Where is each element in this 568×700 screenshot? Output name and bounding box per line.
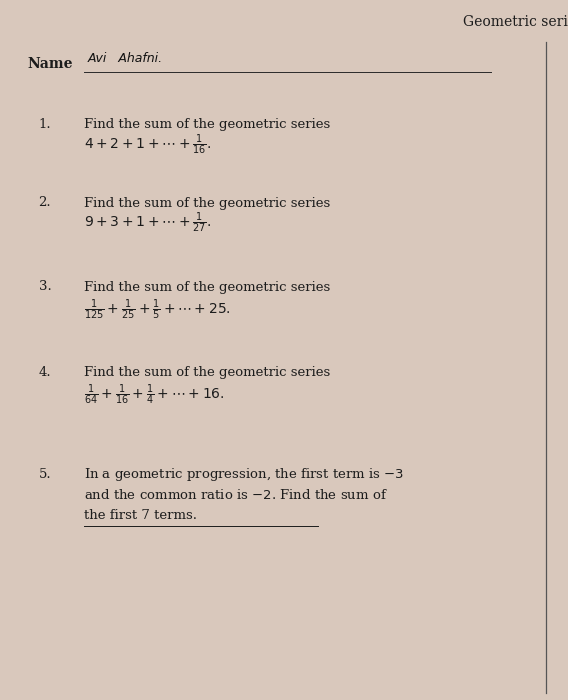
Text: 4.: 4. (39, 366, 51, 379)
Text: 5.: 5. (39, 468, 51, 481)
Text: Avi   Ahafni.: Avi Ahafni. (88, 52, 163, 65)
Text: Name: Name (27, 57, 73, 71)
Text: Find the sum of the geometric series: Find the sum of the geometric series (84, 118, 331, 131)
Text: the first 7 terms.: the first 7 terms. (84, 509, 197, 522)
Text: Find the sum of the geometric series: Find the sum of the geometric series (84, 197, 331, 209)
Text: Geometric seri: Geometric seri (463, 15, 568, 29)
Text: $\frac{1}{64} + \frac{1}{16} + \frac{1}{4} + \cdots + 16.$: $\frac{1}{64} + \frac{1}{16} + \frac{1}{… (84, 383, 225, 407)
Text: 2.: 2. (39, 197, 51, 209)
Text: $4 + 2 + 1 + \cdots + \frac{1}{16}.$: $4 + 2 + 1 + \cdots + \frac{1}{16}.$ (84, 133, 211, 157)
Text: Find the sum of the geometric series: Find the sum of the geometric series (84, 366, 331, 379)
Text: Find the sum of the geometric series: Find the sum of the geometric series (84, 281, 331, 293)
Text: 1.: 1. (39, 118, 51, 131)
Text: 3.: 3. (39, 281, 51, 293)
Text: In a geometric progression, the first term is $-3$: In a geometric progression, the first te… (84, 466, 404, 483)
Text: $\frac{1}{125} + \frac{1}{25} + \frac{1}{5} + \cdots + 25.$: $\frac{1}{125} + \frac{1}{25} + \frac{1}… (84, 298, 231, 321)
Text: and the common ratio is $-2$. Find the sum of: and the common ratio is $-2$. Find the s… (84, 488, 388, 502)
Text: $9 + 3 + 1 + \cdots + \frac{1}{27}.$: $9 + 3 + 1 + \cdots + \frac{1}{27}.$ (84, 211, 211, 235)
